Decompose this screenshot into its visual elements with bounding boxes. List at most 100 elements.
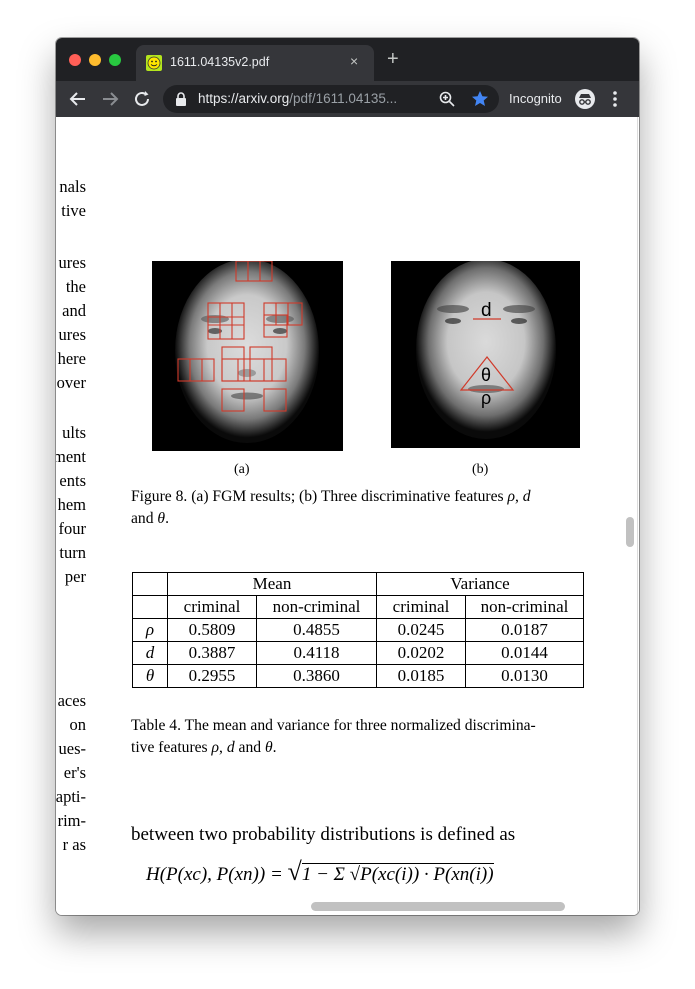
browser-window: 1611.04135v2.pdf × + https://arxiv.org/p… (56, 38, 639, 915)
caption-comma: , (219, 739, 227, 756)
incognito-label: Incognito (509, 91, 562, 106)
table-cell: 0.2955 (167, 664, 257, 688)
table-cell: 0.0185 (376, 664, 466, 688)
left-column-fragment: ues- (58, 739, 87, 758)
mean-header: Mean (167, 572, 377, 596)
forward-arrow-icon[interactable] (99, 88, 121, 110)
left-column-fragment: four (58, 519, 87, 538)
feature-cell: θ (132, 664, 168, 688)
star-icon[interactable] (470, 89, 490, 109)
caption-and: and (131, 510, 158, 527)
table-cell: 0.0144 (465, 641, 584, 665)
caption-text: tive features (131, 739, 212, 756)
subfigure-label-b: (b) (472, 462, 489, 477)
minimize-window-button[interactable] (89, 54, 101, 66)
reload-icon[interactable] (131, 88, 153, 110)
left-column-fragment: hem (57, 495, 86, 514)
horizontal-scrollbar[interactable] (311, 902, 565, 911)
variance-header: Variance (376, 572, 584, 596)
left-column-fragment: over (56, 373, 86, 392)
maximize-window-button[interactable] (109, 54, 121, 66)
url-text: https://arxiv.org/pdf/1611.04135... (198, 91, 397, 106)
left-column-fragment: per (64, 567, 86, 586)
caption-d: d (226, 739, 235, 756)
subfigure-label-a: (a) (234, 462, 250, 477)
feature-rho-label: ρ (481, 388, 491, 408)
url-path: /pdf/1611.04135... (289, 91, 398, 106)
tab-bar: 1611.04135v2.pdf × + (56, 38, 639, 81)
caption-and: and (234, 739, 265, 756)
feature-d-label: d (481, 300, 492, 321)
table-cell: 0.0245 (376, 618, 466, 642)
address-bar[interactable]: https://arxiv.org/pdf/1611.04135... (163, 85, 499, 113)
caption-d: d (522, 488, 531, 505)
table-row: θ 0.2955 0.3860 0.0185 0.0130 (132, 664, 584, 688)
left-column-fragment: and (62, 301, 86, 320)
left-column-fragment: ures (58, 325, 87, 344)
hellinger-formula: H(P(xc), P(xn)) = √1 − Σ √P(xc(i)) · P(x… (146, 857, 494, 886)
feature-theta-label: θ (481, 365, 491, 385)
left-column-fragment: on (69, 715, 87, 734)
left-column-fragment: r as (62, 835, 86, 854)
left-column-fragment: tive (61, 201, 86, 220)
table-4-caption: Table 4. The mean and variance for three… (131, 715, 611, 759)
feature-cell: ρ (132, 618, 168, 642)
caption-rho: ρ (507, 488, 515, 505)
subheader-cell: criminal (376, 595, 466, 619)
zoom-icon[interactable] (438, 90, 456, 108)
favicon-icon (146, 55, 162, 71)
table-corner-cell (132, 572, 168, 596)
table-cell: 0.4855 (256, 618, 377, 642)
tab-pdf[interactable]: 1611.04135v2.pdf × (136, 45, 374, 81)
caption-comma: , (514, 488, 523, 505)
page-edge (637, 117, 638, 915)
vertical-scrollbar[interactable] (626, 517, 634, 547)
figure-8b-image: d θ ρ (391, 261, 580, 448)
formula-lhs: H(P(xc), P(xn)) = (146, 864, 283, 885)
back-arrow-icon[interactable] (67, 88, 89, 110)
toolbar: https://arxiv.org/pdf/1611.04135... Inco… (56, 81, 639, 117)
table-4: Mean Variance criminal non-criminal crim… (132, 572, 584, 688)
tab-title: 1611.04135v2.pdf (170, 55, 270, 69)
formula-inner: 1 − Σ √P(xc(i)) · P(xn(i)) (301, 863, 494, 885)
left-column-fragment: er's (63, 763, 86, 782)
table-header-row: Mean Variance (132, 572, 584, 596)
table-cell: 0.3887 (167, 641, 257, 665)
subheader-cell: criminal (167, 595, 257, 619)
table-cell: 0.0202 (376, 641, 466, 665)
incognito-icon[interactable] (574, 88, 596, 110)
left-column-fragment: the (65, 277, 86, 296)
close-icon[interactable]: × (350, 53, 359, 69)
table-cell: 0.0130 (465, 664, 584, 688)
table-blank-cell (132, 595, 168, 619)
left-column-fragment: ment (56, 447, 86, 466)
caption-rho: ρ (211, 739, 220, 756)
caption-text: Figure 8. (a) FGM results; (b) Three dis… (131, 488, 508, 505)
caption-end: . (272, 739, 277, 756)
subheader-cell: non-criminal (465, 595, 584, 619)
pdf-viewer[interactable]: nals tive ures the and ures here over ults ment en… (56, 117, 639, 915)
lock-icon (176, 92, 186, 106)
table-row: ρ 0.5809 0.4855 0.0245 0.0187 (132, 618, 584, 642)
caption-theta: θ (264, 739, 273, 756)
table-cell: 0.3860 (256, 664, 377, 688)
left-column-fragment: nals (59, 177, 86, 196)
url-host: https://arxiv.org (198, 91, 290, 106)
left-column-fragment: turn (59, 543, 86, 562)
caption-end: . (165, 510, 169, 527)
plus-icon[interactable]: + (387, 48, 399, 70)
left-column-fragment: ents (59, 471, 86, 490)
left-column-fragment: ults (62, 423, 86, 442)
figure-8-caption: Figure 8. (a) FGM results; (b) Three dis… (131, 486, 606, 530)
left-column-fragment: rim- (57, 811, 86, 830)
menu-dots-icon[interactable] (611, 89, 619, 109)
left-column-fragment: aces (57, 691, 86, 710)
caption-text: Table 4. The mean and variance for three… (131, 717, 536, 734)
table-subheader-row: criminal non-criminal criminal non-crimi… (132, 595, 584, 619)
left-column-fragment: ures (58, 253, 87, 272)
feature-cell: d (132, 641, 168, 665)
subheader-cell: non-criminal (256, 595, 377, 619)
body-text: between two probability distributions is… (131, 824, 516, 845)
left-column-fragment: apti- (56, 787, 86, 806)
close-window-button[interactable] (69, 54, 81, 66)
